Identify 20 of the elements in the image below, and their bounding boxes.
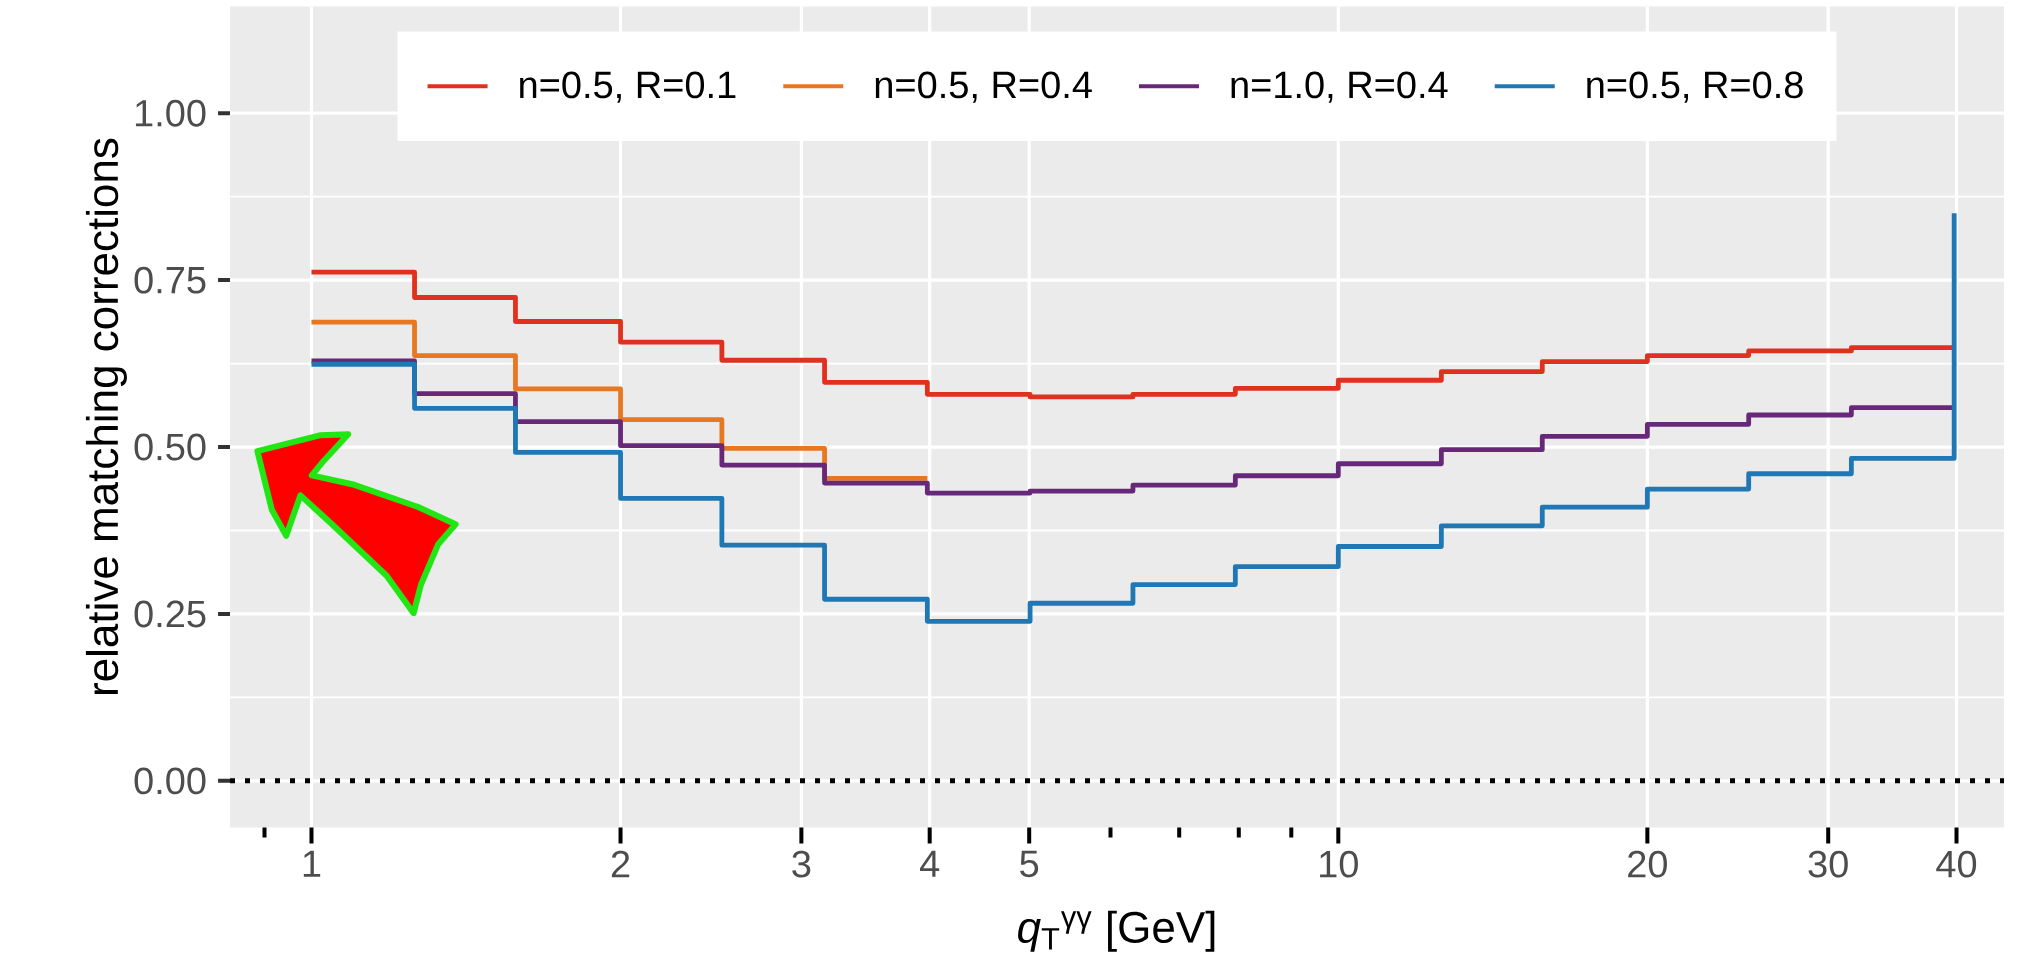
x-tick-label: 30: [1808, 850, 1848, 878]
x-axis-title: q$_{T}$$^{γγ}$ [GeV]: [1018, 910, 1215, 952]
y-axis-title: relative matching corrections: [85, 138, 127, 695]
y-tick-label: 0.50: [134, 433, 206, 461]
legend-label: n=1.0, R=0.4: [1231, 71, 1448, 103]
x-tick-label: 4: [920, 850, 940, 877]
y-tick-label: 0.75: [134, 266, 206, 294]
y-tick-label: 1.00: [135, 99, 206, 127]
y-tick-label: 0.25: [134, 600, 206, 628]
x-tick-label: 3: [792, 850, 811, 878]
y-tick-label: 0.00: [134, 767, 206, 795]
x-tick-label: 2: [611, 850, 630, 878]
x-tick-label: 10: [1320, 850, 1358, 878]
x-tick-label: 1: [303, 850, 321, 877]
x-tick-label: 20: [1628, 850, 1667, 878]
x-tick-label: 40: [1936, 850, 1977, 878]
legend-label: n=0.5, R=0.8: [1587, 71, 1803, 103]
x-tick-label: 5: [1020, 850, 1039, 878]
legend-label: n=0.5, R=0.4: [875, 71, 1092, 103]
legend-label: n=0.5, R=0.1: [520, 71, 736, 103]
